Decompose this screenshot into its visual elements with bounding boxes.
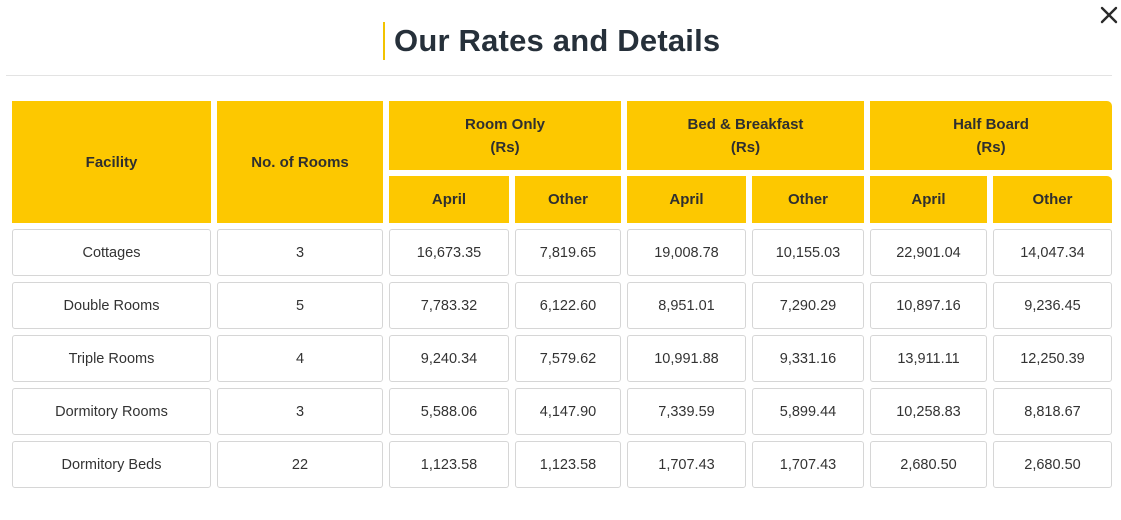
table-cell-rooms: 5 xyxy=(217,282,383,329)
subheader-half-board-other: Other xyxy=(993,176,1112,223)
header-room-only-unit: (Rs) xyxy=(490,138,520,156)
header-half-board: Half Board (Rs) xyxy=(870,101,1112,170)
table-cell-room-only-other: 1,123.58 xyxy=(515,441,621,488)
table-cell-half-board-april: 2,680.50 xyxy=(870,441,987,488)
table-cell-half-board-other: 14,047.34 xyxy=(993,229,1112,276)
table-cell-bed-breakfast-other: 5,899.44 xyxy=(752,388,864,435)
table-cell-half-board-other: 9,236.45 xyxy=(993,282,1112,329)
table-cell-facility: Dormitory Rooms xyxy=(12,388,211,435)
table-cell-rooms: 3 xyxy=(217,229,383,276)
close-icon xyxy=(1100,6,1118,24)
subheader-half-board-april: April xyxy=(870,176,987,223)
table-cell-rooms: 22 xyxy=(217,441,383,488)
header-facility: Facility xyxy=(12,101,211,223)
header-rooms: No. of Rooms xyxy=(217,101,383,223)
table-cell-bed-breakfast-other: 10,155.03 xyxy=(752,229,864,276)
header-room-only: Room Only (Rs) xyxy=(389,101,621,170)
table-cell-room-only-other: 7,819.65 xyxy=(515,229,621,276)
subheader-room-only-other: Other xyxy=(515,176,621,223)
table-cell-half-board-april: 22,901.04 xyxy=(870,229,987,276)
header-bed-breakfast-unit: (Rs) xyxy=(730,138,761,156)
modal-title: Our Rates and Details xyxy=(394,23,721,58)
table-cell-bed-breakfast-april: 8,951.01 xyxy=(627,282,746,329)
table-cell-room-only-april: 1,123.58 xyxy=(389,441,509,488)
rates-table: Facility No. of Rooms Room Only (Rs) Bed… xyxy=(12,101,1112,488)
table-cell-room-only-april: 5,588.06 xyxy=(389,388,509,435)
subheader-bed-breakfast-other: Other xyxy=(752,176,864,223)
table-cell-room-only-other: 7,579.62 xyxy=(515,335,621,382)
subheader-bed-breakfast-april: April xyxy=(627,176,746,223)
title-wrap: Our Rates and Details xyxy=(383,22,720,60)
table-cell-bed-breakfast-april: 7,339.59 xyxy=(627,388,746,435)
table-cell-bed-breakfast-other: 1,707.43 xyxy=(752,441,864,488)
close-button[interactable] xyxy=(1098,4,1120,26)
subheader-room-only-april: April xyxy=(389,176,509,223)
table-cell-room-only-april: 16,673.35 xyxy=(389,229,509,276)
table-cell-bed-breakfast-april: 19,008.78 xyxy=(627,229,746,276)
table-cell-rooms: 4 xyxy=(217,335,383,382)
table-cell-half-board-other: 12,250.39 xyxy=(993,335,1112,382)
table-cell-bed-breakfast-april: 1,707.43 xyxy=(627,441,746,488)
table-cell-half-board-april: 10,897.16 xyxy=(870,282,987,329)
header-room-only-name: Room Only xyxy=(464,115,545,133)
header-half-board-name: Half Board xyxy=(953,115,1029,133)
header-bed-breakfast: Bed & Breakfast (Rs) xyxy=(627,101,864,170)
table-cell-facility: Double Rooms xyxy=(12,282,211,329)
table-cell-half-board-other: 2,680.50 xyxy=(993,441,1112,488)
table-cell-bed-breakfast-april: 10,991.88 xyxy=(627,335,746,382)
table-cell-room-only-other: 6,122.60 xyxy=(515,282,621,329)
header-half-board-unit: (Rs) xyxy=(976,138,1006,156)
table-cell-room-only-other: 4,147.90 xyxy=(515,388,621,435)
modal-header: Our Rates and Details xyxy=(6,0,1112,76)
table-cell-half-board-april: 10,258.83 xyxy=(870,388,987,435)
table-cell-facility: Cottages xyxy=(12,229,211,276)
table-cell-facility: Dormitory Beds xyxy=(12,441,211,488)
table-cell-facility: Triple Rooms xyxy=(12,335,211,382)
table-cell-bed-breakfast-other: 9,331.16 xyxy=(752,335,864,382)
header-bed-breakfast-name: Bed & Breakfast xyxy=(687,115,804,133)
table-cell-half-board-other: 8,818.67 xyxy=(993,388,1112,435)
table-cell-rooms: 3 xyxy=(217,388,383,435)
title-accent-bar xyxy=(383,22,385,60)
table-cell-room-only-april: 7,783.32 xyxy=(389,282,509,329)
table-cell-half-board-april: 13,911.11 xyxy=(870,335,987,382)
table-cell-room-only-april: 9,240.34 xyxy=(389,335,509,382)
table-cell-bed-breakfast-other: 7,290.29 xyxy=(752,282,864,329)
